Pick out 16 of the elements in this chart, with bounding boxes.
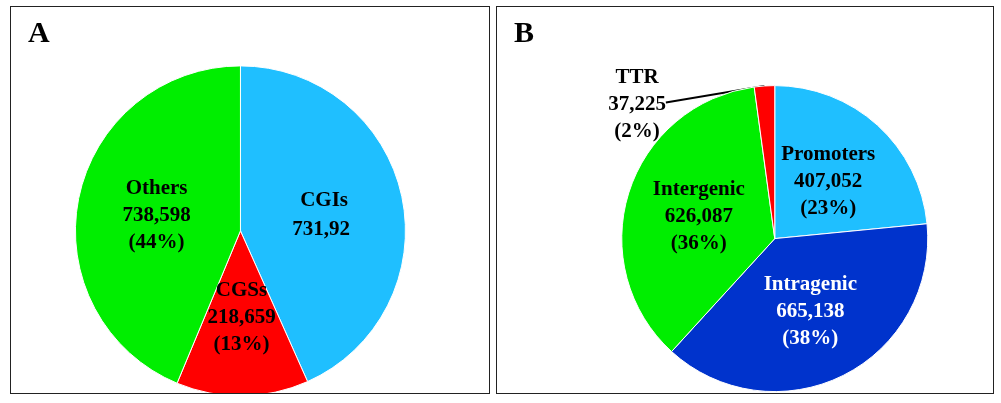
chart-title: B — [514, 14, 535, 48]
data-label: 626,087 (36%) — [664, 202, 733, 254]
slice-label: CGIs — [300, 187, 348, 212]
slice-label: CGSs — [215, 277, 268, 302]
slice-label: Intergenic — [652, 175, 745, 200]
chart-title: A — [28, 14, 50, 48]
data-label: 665,138 (38%) — [776, 297, 845, 349]
text: 731,92 — [292, 215, 351, 240]
data-label: 218,659 (13%) — [207, 304, 276, 356]
slice-label: Promoters — [781, 140, 876, 165]
slice-label: Others — [125, 175, 188, 200]
data-label: 738,598 (44%) — [122, 202, 191, 254]
slice-label: TTR — [615, 63, 660, 88]
slice-label: Intragenic — [763, 270, 857, 295]
data-label: 37,225 (2%) — [608, 90, 666, 142]
data-label: 407,052 (23%) — [794, 167, 863, 219]
